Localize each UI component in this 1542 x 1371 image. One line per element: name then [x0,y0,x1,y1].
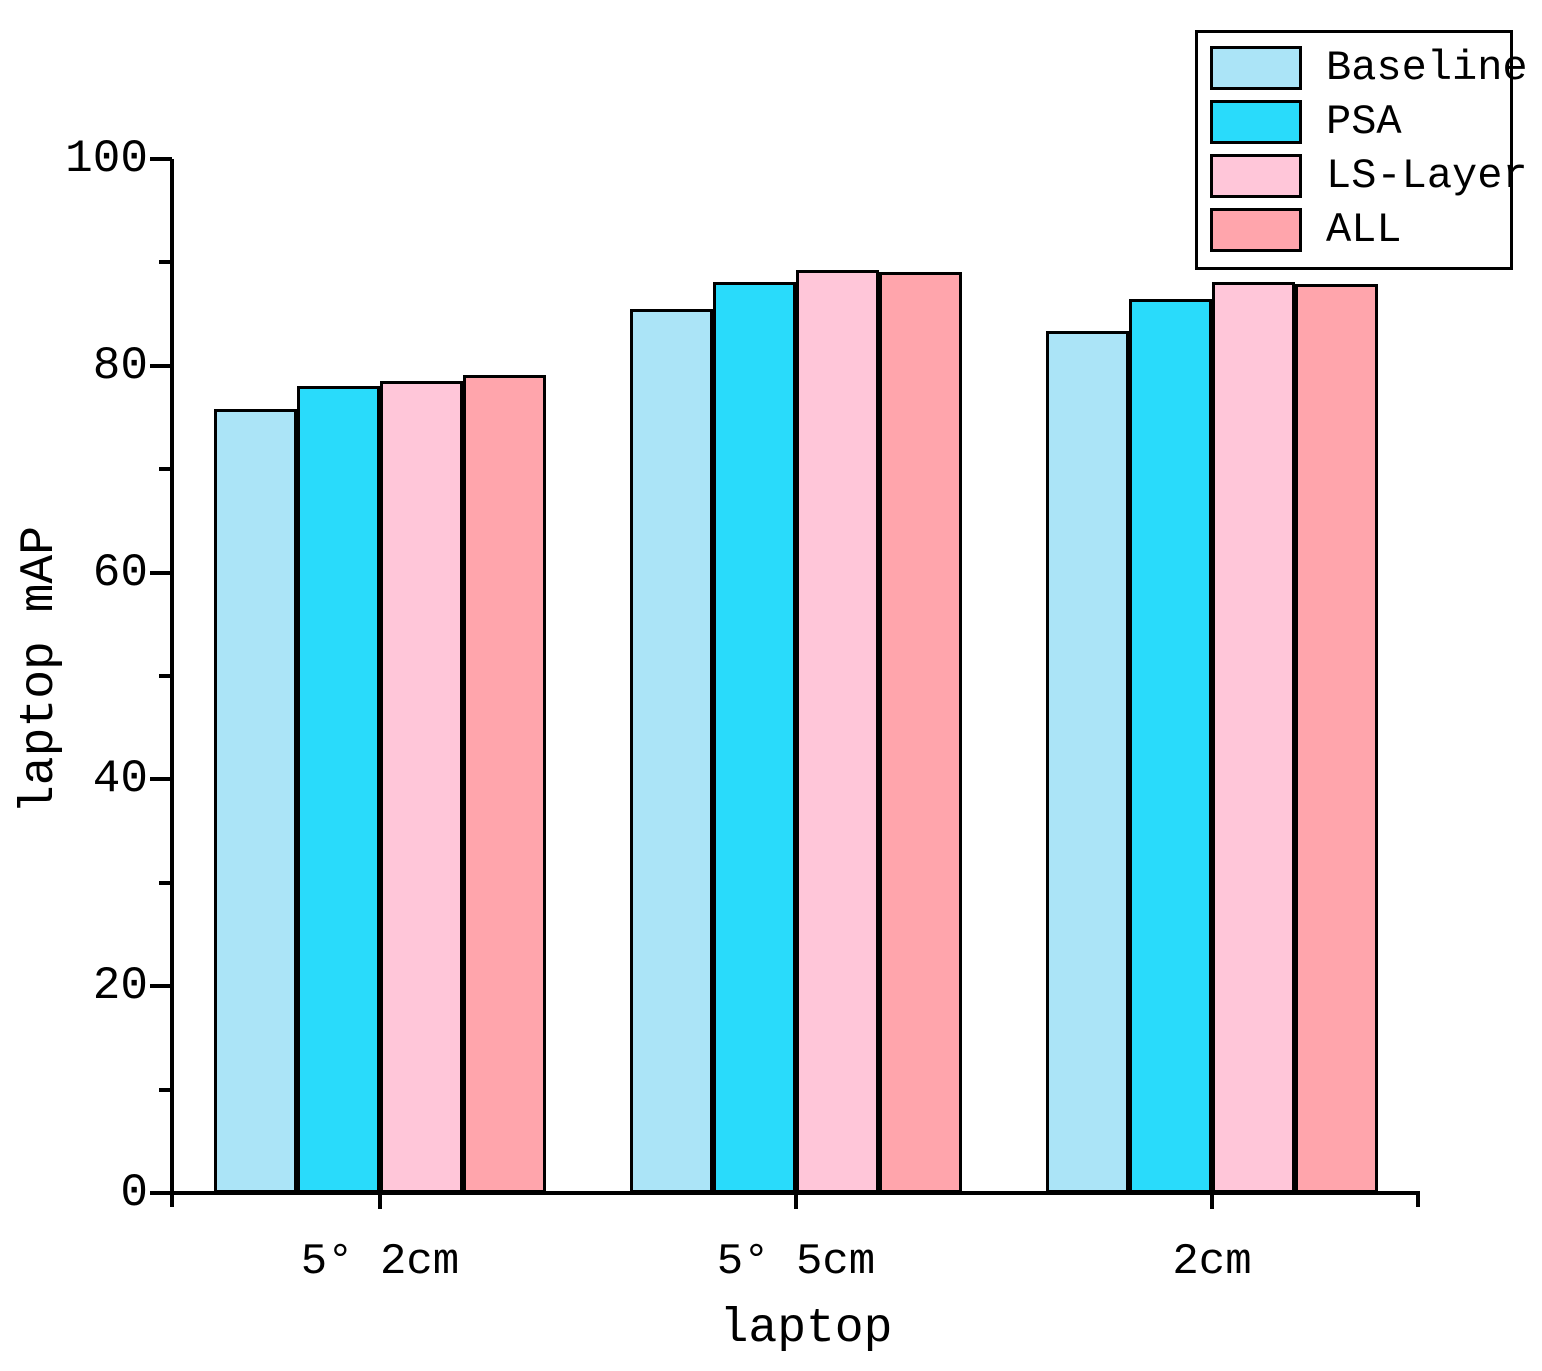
y-major-tick [150,363,172,368]
y-major-tick [150,984,172,989]
y-minor-tick [159,260,172,265]
y-tick-label: 40 [92,753,148,806]
bar-baseline-2 [629,308,713,1193]
legend-row: LS-Layer [1210,149,1528,203]
legend-label: ALL [1326,206,1402,254]
x-axis-end-tick [1416,1191,1420,1207]
bar-baseline-1 [213,409,297,1194]
legend-swatch-baseline [1210,46,1302,90]
legend-row: ALL [1210,203,1504,257]
y-minor-tick [159,467,172,472]
y-major-tick [150,157,172,161]
bar-all-1 [463,375,547,1194]
y-tick-label: 80 [92,339,148,392]
legend-label: LS-Layer [1326,152,1528,200]
bar-psa-2 [712,282,796,1194]
x-tick-label: 5° 5cm [716,1237,876,1287]
bar-psa-3 [1128,298,1212,1193]
bar-ls-layer-1 [380,381,463,1194]
y-minor-tick [159,1087,172,1092]
y-tick-label: 100 [65,133,148,185]
y-tick-label: 20 [92,960,148,1013]
x-major-tick [1210,1193,1214,1209]
y-minor-tick [159,674,172,678]
legend-swatch-all [1210,208,1302,252]
x-axis [150,1191,1420,1195]
y-tick-label: 60 [92,546,148,599]
y-major-tick [150,570,172,575]
bar-psa-1 [296,386,380,1194]
legend-swatch-psa [1210,100,1302,144]
x-major-tick [378,1193,382,1209]
legend-row: Baseline [1210,41,1528,95]
x-axis-title: laptop [719,1302,893,1356]
y-major-tick [150,777,172,782]
bar-ls-layer-3 [1212,282,1295,1194]
bar-baseline-3 [1045,330,1129,1193]
y-tick-label: 0 [120,1167,148,1219]
legend-swatch-ls-layer [1210,154,1302,198]
bar-all-2 [879,271,963,1193]
legend-label: PSA [1326,98,1402,146]
x-major-tick [794,1193,798,1209]
legend-label: Baseline [1326,44,1528,92]
legend: Baseline PSA LS-Layer ALL [1195,30,1528,270]
y-minor-tick [159,880,172,885]
y-axis [170,159,174,1207]
legend-row: PSA [1210,95,1504,149]
bar-all-3 [1295,284,1379,1194]
x-tick-label: 5° 2cm [300,1237,460,1287]
bar-ls-layer-2 [796,269,879,1193]
x-tick-label: 2cm [1172,1237,1252,1287]
